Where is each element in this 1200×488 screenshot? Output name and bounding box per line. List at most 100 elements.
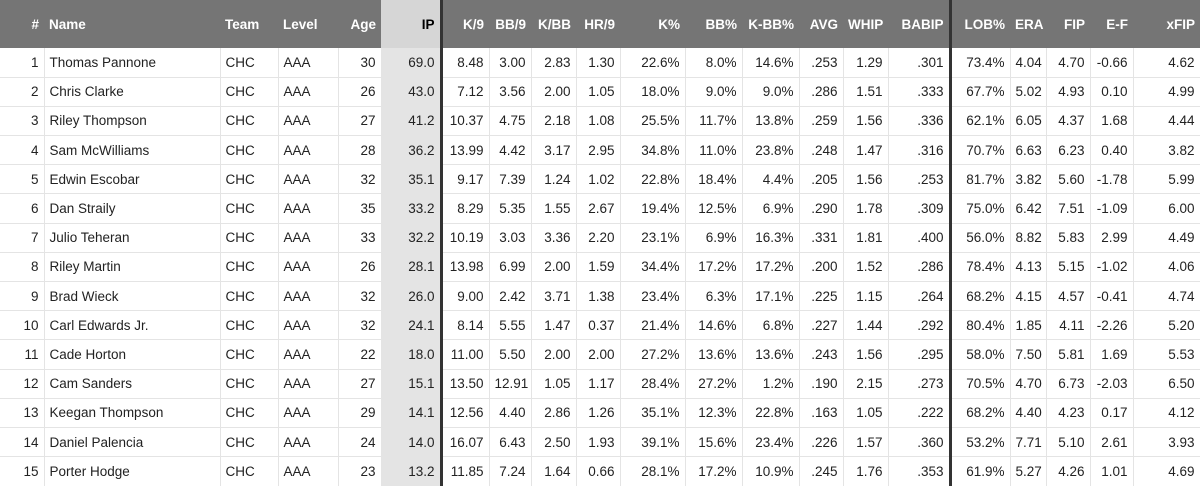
player-name-link[interactable]: Riley Thompson bbox=[44, 106, 221, 137]
cell-level: AAA bbox=[278, 252, 339, 283]
col-header-kbb[interactable]: K/BB bbox=[531, 0, 576, 48]
cell-bb9: 3.03 bbox=[489, 223, 532, 253]
cell-bb-pct: 12.3% bbox=[685, 398, 743, 428]
cell-babip: .253 bbox=[888, 164, 952, 195]
cell-babip: .316 bbox=[888, 135, 952, 166]
cell-e-f: -1.78 bbox=[1090, 164, 1134, 195]
col-header-name[interactable]: Name bbox=[44, 0, 220, 48]
cell-k-bb-pct: 17.2% bbox=[742, 252, 800, 283]
col-header-k-pct[interactable]: K% bbox=[620, 0, 685, 48]
cell-e-f: 2.99 bbox=[1090, 223, 1134, 253]
col-header-lob-pct[interactable]: LOB% bbox=[950, 0, 1010, 48]
cell-avg: .331 bbox=[799, 223, 844, 253]
player-name-link[interactable]: Sam McWilliams bbox=[44, 135, 221, 166]
col-header-avg[interactable]: AVG bbox=[799, 0, 843, 48]
cell-k-bb-pct: 4.4% bbox=[742, 164, 800, 195]
cell-k-bb-pct: 1.2% bbox=[742, 369, 800, 399]
player-name-link[interactable]: Carl Edwards Jr. bbox=[44, 310, 221, 341]
cell-bb-pct: 9.0% bbox=[685, 77, 743, 107]
col-header-ip-sorted[interactable]: IP bbox=[381, 0, 443, 48]
col-header-xfip[interactable]: xFIP bbox=[1133, 0, 1200, 48]
col-header-team[interactable]: Team bbox=[220, 0, 278, 48]
col-header-babip[interactable]: BABIP bbox=[888, 0, 952, 48]
player-name-link[interactable]: Keegan Thompson bbox=[44, 398, 221, 428]
cell-k-pct: 18.0% bbox=[620, 77, 686, 107]
cell-level: AAA bbox=[278, 456, 339, 486]
cell-k9: 16.07 bbox=[441, 427, 490, 458]
cell-era: 7.50 bbox=[1010, 339, 1047, 370]
col-header-bb9[interactable]: BB/9 bbox=[489, 0, 531, 48]
cell-level: AAA bbox=[278, 193, 339, 224]
cell-k-bb-pct: 23.8% bbox=[742, 135, 800, 166]
cell-kbb: 2.83 bbox=[531, 48, 577, 78]
cell-bb9: 3.00 bbox=[489, 48, 532, 78]
cell-k-pct: 22.6% bbox=[620, 48, 686, 78]
cell-age: 27 bbox=[338, 106, 382, 137]
cell-kbb: 2.00 bbox=[531, 77, 577, 107]
cell-team: CHC bbox=[220, 48, 279, 78]
col-header-e-f[interactable]: E-F bbox=[1090, 0, 1133, 48]
cell-k-pct: 22.8% bbox=[620, 164, 686, 195]
cell-babip: .309 bbox=[888, 193, 952, 224]
player-name-link[interactable]: Edwin Escobar bbox=[44, 164, 221, 195]
cell-era: 8.82 bbox=[1010, 223, 1047, 253]
cell-level: AAA bbox=[278, 77, 339, 107]
table-row: 14 Daniel Palencia CHC AAA 24 14.0 16.07 6.43 2.… bbox=[0, 427, 1200, 458]
cell-bb-pct: 6.9% bbox=[685, 223, 743, 253]
cell-babip: .286 bbox=[888, 252, 952, 283]
cell-fip: 5.60 bbox=[1046, 164, 1091, 195]
player-name-link[interactable]: Cade Horton bbox=[44, 339, 221, 370]
cell-k9: 10.37 bbox=[441, 106, 490, 137]
col-header-hr9[interactable]: HR/9 bbox=[576, 0, 620, 48]
cell-ip: 28.1 bbox=[381, 252, 443, 283]
cell-ip: 24.1 bbox=[381, 310, 443, 341]
player-name-link[interactable]: Julio Teheran bbox=[44, 223, 221, 253]
cell-bb9: 5.55 bbox=[489, 310, 532, 341]
cell-whip: 1.78 bbox=[843, 193, 889, 224]
player-name-link[interactable]: Thomas Pannone bbox=[44, 48, 221, 78]
col-header-k9[interactable]: K/9 bbox=[441, 0, 489, 48]
col-header-whip[interactable]: WHIP bbox=[843, 0, 888, 48]
cell-level: AAA bbox=[278, 106, 339, 137]
cell-hr9: 2.67 bbox=[576, 193, 621, 224]
cell-k9: 13.50 bbox=[441, 369, 490, 399]
cell-k-bb-pct: 13.8% bbox=[742, 106, 800, 137]
cell-xfip: 4.06 bbox=[1133, 252, 1200, 283]
col-header-bb-pct[interactable]: BB% bbox=[685, 0, 742, 48]
cell-xfip: 4.12 bbox=[1133, 398, 1200, 428]
cell-babip: .400 bbox=[888, 223, 952, 253]
col-header-age[interactable]: Age bbox=[338, 0, 381, 48]
cell-team: CHC bbox=[220, 106, 279, 137]
cell-k-bb-pct: 16.3% bbox=[742, 223, 800, 253]
player-name-link[interactable]: Cam Sanders bbox=[44, 369, 221, 399]
player-name-link[interactable]: Riley Martin bbox=[44, 252, 221, 283]
cell-hr9: 0.37 bbox=[576, 310, 621, 341]
player-name-link[interactable]: Daniel Palencia bbox=[44, 427, 221, 458]
cell-fip: 5.83 bbox=[1046, 223, 1091, 253]
cell-bb-pct: 8.0% bbox=[685, 48, 743, 78]
cell-babip: .336 bbox=[888, 106, 952, 137]
player-name-link[interactable]: Dan Straily bbox=[44, 193, 221, 224]
col-header-fip[interactable]: FIP bbox=[1046, 0, 1090, 48]
player-name-link[interactable]: Brad Wieck bbox=[44, 281, 221, 312]
cell-e-f: 1.68 bbox=[1090, 106, 1134, 137]
cell-whip: 1.15 bbox=[843, 281, 889, 312]
cell-bb-pct: 11.0% bbox=[685, 135, 743, 166]
player-name-link[interactable]: Porter Hodge bbox=[44, 456, 221, 486]
col-header-k-bb-pct[interactable]: K-BB% bbox=[742, 0, 799, 48]
table-row: 6 Dan Straily CHC AAA 35 33.2 8.29 5.35 1.55 2.67… bbox=[0, 193, 1200, 224]
cell-k-pct: 35.1% bbox=[620, 398, 686, 428]
col-header-level[interactable]: Level bbox=[278, 0, 338, 48]
cell-bb-pct: 12.5% bbox=[685, 193, 743, 224]
cell-rank: 9 bbox=[0, 281, 45, 312]
col-header-era[interactable]: ERA bbox=[1010, 0, 1046, 48]
player-name-link[interactable]: Chris Clarke bbox=[44, 77, 221, 107]
table-row: 4 Sam McWilliams CHC AAA 28 36.2 13.99 4.42 3.17… bbox=[0, 135, 1200, 166]
cell-rank: 3 bbox=[0, 106, 45, 137]
cell-fip: 4.70 bbox=[1046, 48, 1091, 78]
cell-babip: .273 bbox=[888, 369, 952, 399]
col-header-rank[interactable]: # bbox=[0, 0, 44, 48]
cell-ip: 26.0 bbox=[381, 281, 443, 312]
cell-k-bb-pct: 23.4% bbox=[742, 427, 800, 458]
cell-rank: 8 bbox=[0, 252, 45, 283]
